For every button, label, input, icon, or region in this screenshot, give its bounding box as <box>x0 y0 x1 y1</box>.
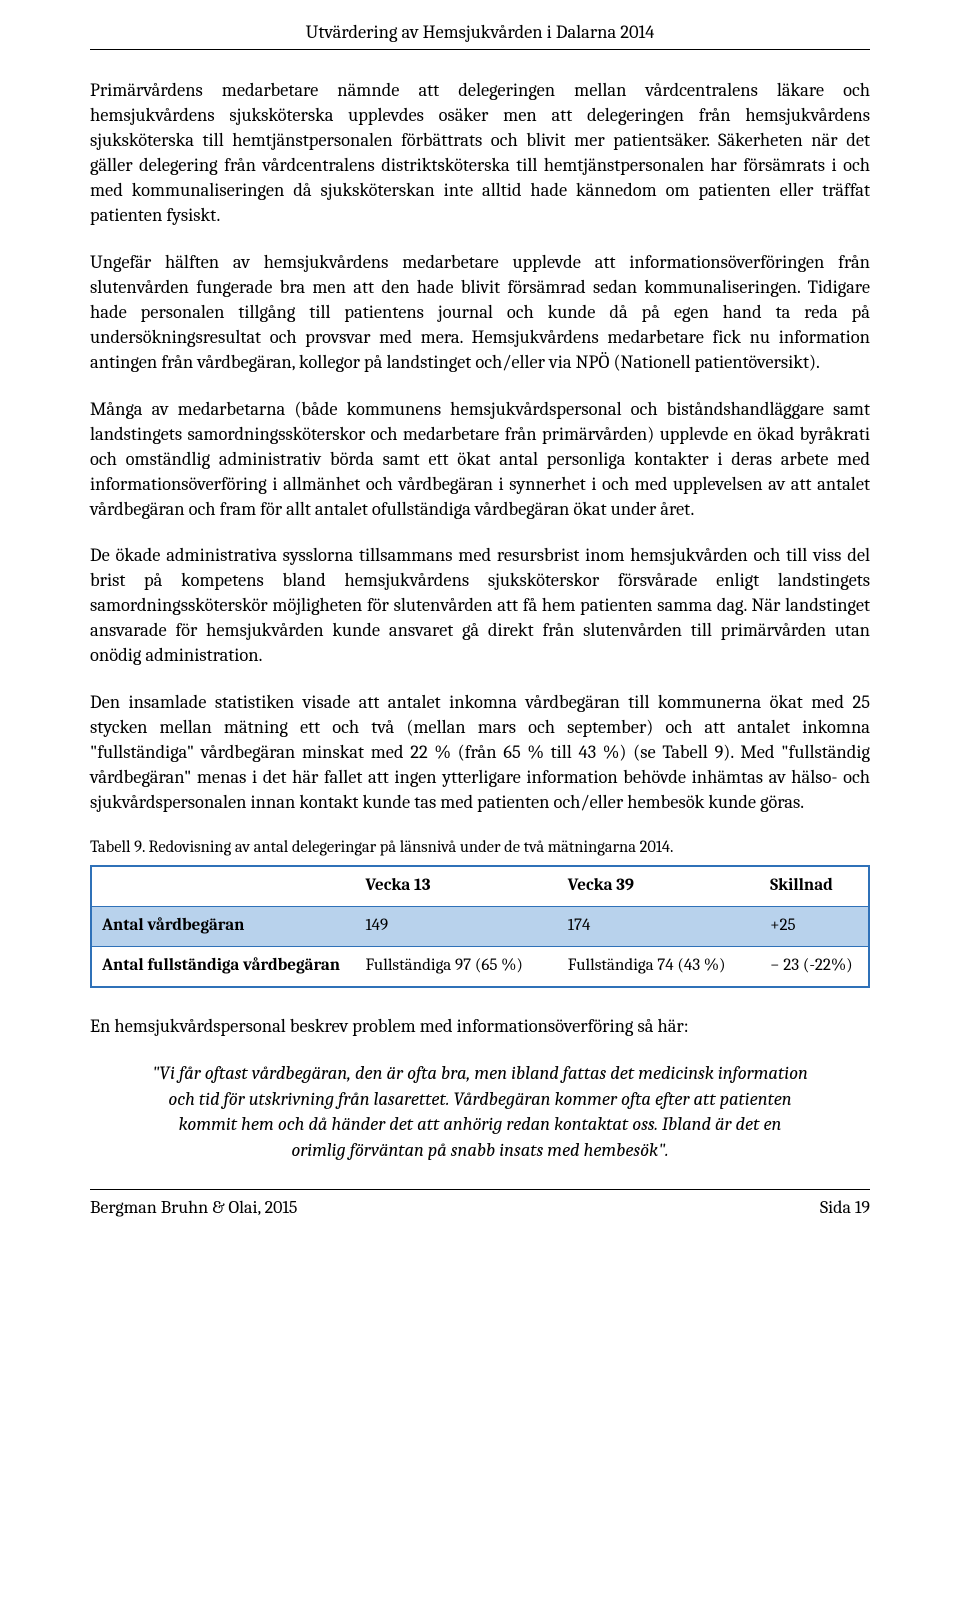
paragraph-1: Primärvårdens medarbetare nämnde att del… <box>90 78 870 228</box>
header-title: Utvärdering av Hemsjukvården i Dalarna 2… <box>306 20 655 47</box>
row-label: Antal vårdbegäran <box>91 907 356 947</box>
table-cell: Fullständiga 97 (65 %) <box>356 947 558 987</box>
table-row: Antal vårdbegäran 149 174 +25 <box>91 907 869 947</box>
paragraph-5: Den insamlade statistiken visade att ant… <box>90 690 870 815</box>
header-rule <box>90 49 870 50</box>
table-header-empty <box>91 866 356 906</box>
table-caption: Tabell 9. Redovisning av antal delegerin… <box>90 837 870 859</box>
table-header-col3: Skillnad <box>760 866 869 906</box>
footer-right: Sida 19 <box>820 1196 870 1220</box>
row-label: Antal fullständiga vårdbegäran <box>91 947 356 987</box>
paragraph-3: Många av medarbetarna (både kommunens he… <box>90 397 870 522</box>
table-cell: 149 <box>356 907 558 947</box>
table-cell: +25 <box>760 907 869 947</box>
footer-left: Bergman Bruhn & Olai, 2015 <box>90 1196 298 1220</box>
block-quote: "Vi får oftast vårdbegäran, den är ofta … <box>130 1061 830 1163</box>
table-header-col2: Vecka 39 <box>558 866 760 906</box>
page-header: Utvärdering av Hemsjukvården i Dalarna 2… <box>90 20 870 50</box>
page-footer: Bergman Bruhn & Olai, 2015 Sida 19 <box>90 1189 870 1220</box>
table-header-col1: Vecka 13 <box>356 866 558 906</box>
paragraph-2: Ungefär hälften av hemsjukvårdens medarb… <box>90 250 870 375</box>
table-header-row: Vecka 13 Vecka 39 Skillnad <box>91 866 869 906</box>
table-cell: − 23 (-22%) <box>760 947 869 987</box>
table-cell: 174 <box>558 907 760 947</box>
paragraph-6: En hemsjukvårdspersonal beskrev problem … <box>90 1014 870 1039</box>
data-table: Vecka 13 Vecka 39 Skillnad Antal vårdbeg… <box>90 865 870 988</box>
table-row: Antal fullständiga vårdbegäran Fullständ… <box>91 947 869 987</box>
table-cell: Fullständiga 74 (43 %) <box>558 947 760 987</box>
paragraph-4: De ökade administrativa sysslorna tillsa… <box>90 543 870 668</box>
